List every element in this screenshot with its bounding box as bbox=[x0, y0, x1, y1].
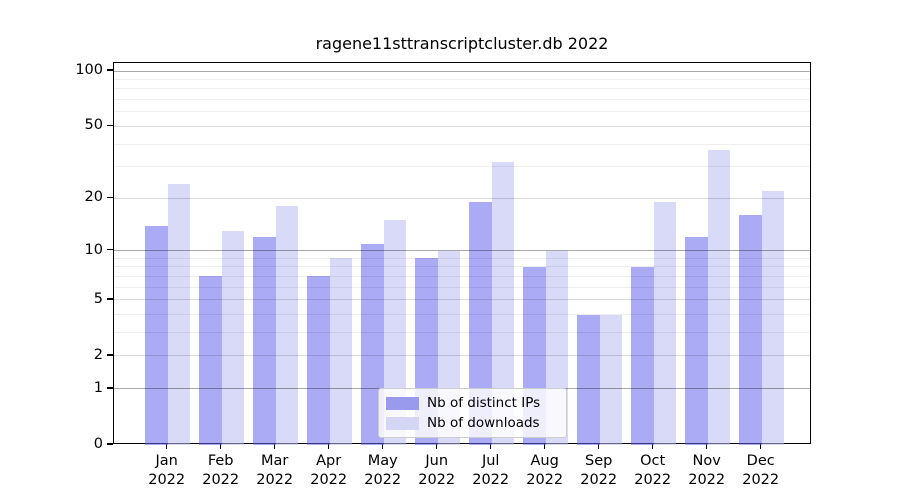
x-axis-label-nov: Nov 2022 bbox=[688, 453, 726, 488]
bar-ips-nov bbox=[685, 237, 708, 445]
bar-ips-apr bbox=[307, 276, 330, 445]
x-axis-label-oct: Oct 2022 bbox=[634, 453, 672, 488]
bar-downloads-sep bbox=[599, 314, 623, 445]
bar-ips-dec bbox=[739, 215, 762, 445]
gridline-major bbox=[114, 250, 810, 252]
x-axis-label-may: May 2022 bbox=[364, 453, 402, 488]
x-axis-tick bbox=[543, 444, 546, 449]
gridline-major bbox=[114, 197, 810, 199]
x-axis-label-jan: Jan 2022 bbox=[148, 453, 186, 488]
x-axis-label-feb: Feb 2022 bbox=[202, 453, 240, 488]
y-axis-tick bbox=[107, 298, 113, 300]
legend-label-distinct-ips: Nb of distinct IPs bbox=[427, 395, 541, 411]
x-axis-label-aug: Aug 2022 bbox=[526, 453, 564, 488]
x-axis-label-apr: Apr 2022 bbox=[310, 453, 348, 488]
x-axis-tick bbox=[597, 444, 600, 449]
x-axis-tick bbox=[489, 444, 492, 449]
gridline-minor bbox=[114, 314, 810, 316]
bar-ips-mar bbox=[253, 237, 276, 445]
gridline-minor bbox=[114, 286, 810, 288]
y-axis-tick-label: 100 bbox=[75, 62, 103, 78]
x-axis-label-mar: Mar 2022 bbox=[256, 453, 294, 488]
x-axis-label-jun: Jun 2022 bbox=[418, 453, 456, 488]
legend-swatch-distinct-ips bbox=[386, 396, 419, 410]
plot-area: Nb of distinct IPs Nb of downloads bbox=[113, 62, 811, 445]
bar-ips-jul bbox=[469, 202, 492, 445]
chart-title: ragene11sttranscriptcluster.db 2022 bbox=[315, 34, 609, 53]
y-axis-tick bbox=[107, 354, 113, 356]
y-axis-tick bbox=[107, 387, 113, 389]
x-axis-tick bbox=[165, 444, 168, 449]
bar-ips-oct bbox=[631, 266, 654, 445]
x-axis-label-dec: Dec 2022 bbox=[742, 453, 780, 488]
gridline-minor bbox=[114, 332, 810, 334]
bar-downloads-nov bbox=[707, 150, 731, 445]
x-axis-tick bbox=[219, 444, 222, 449]
gridline-minor bbox=[114, 257, 810, 259]
y-axis-tick-label: 20 bbox=[84, 189, 103, 206]
legend-label-downloads: Nb of downloads bbox=[427, 415, 540, 431]
y-axis-tick-label: 50 bbox=[84, 117, 103, 134]
x-axis-tick bbox=[327, 444, 330, 449]
gridline-minor bbox=[114, 143, 810, 145]
gridline-minor bbox=[114, 166, 810, 168]
bar-downloads-feb bbox=[221, 231, 245, 445]
x-axis-tick bbox=[273, 444, 276, 449]
gridline-major bbox=[114, 125, 810, 127]
gridline-major bbox=[114, 70, 810, 72]
y-axis-tick bbox=[107, 443, 113, 445]
x-axis-tick bbox=[705, 444, 708, 449]
y-axis-tick-label: 5 bbox=[93, 290, 103, 307]
gridline-major bbox=[114, 355, 810, 357]
gridline-minor bbox=[114, 78, 810, 80]
x-axis-tick bbox=[381, 444, 384, 449]
y-axis-tick bbox=[107, 124, 113, 127]
gridline-minor bbox=[114, 88, 810, 90]
gridline-major bbox=[114, 299, 810, 301]
gridline-minor bbox=[114, 266, 810, 268]
x-axis-tick bbox=[651, 444, 654, 449]
gridline-minor bbox=[114, 99, 810, 101]
legend-swatch-downloads bbox=[386, 416, 419, 430]
bar-downloads-jan bbox=[167, 184, 191, 445]
bar-ips-jan bbox=[145, 225, 168, 445]
legend-item-distinct-ips: Nb of distinct IPs bbox=[386, 393, 559, 413]
legend-item-downloads: Nb of downloads bbox=[386, 413, 559, 433]
y-axis-tick-label: 2 bbox=[93, 346, 103, 363]
bar-ips-sep bbox=[577, 314, 600, 445]
gridline-minor bbox=[114, 111, 810, 113]
bar-downloads-mar bbox=[275, 206, 299, 445]
y-axis-tick bbox=[107, 69, 113, 71]
x-axis-tick bbox=[435, 444, 438, 449]
x-axis-label-jul: Jul 2022 bbox=[472, 453, 510, 488]
y-axis-tick bbox=[107, 196, 113, 199]
bar-downloads-oct bbox=[653, 202, 677, 445]
bar-downloads-dec bbox=[761, 190, 785, 445]
legend: Nb of distinct IPs Nb of downloads bbox=[378, 388, 567, 438]
y-axis-tick-label: 1 bbox=[93, 379, 103, 396]
y-axis-tick bbox=[107, 248, 113, 251]
bar-downloads-jul bbox=[491, 161, 515, 445]
gridline-minor bbox=[114, 275, 810, 277]
x-axis-tick bbox=[759, 444, 762, 449]
bar-ips-feb bbox=[199, 276, 222, 445]
bar-downloads-apr bbox=[329, 258, 353, 445]
y-axis-tick-label: 10 bbox=[84, 241, 103, 258]
x-axis-label-sep: Sep 2022 bbox=[580, 453, 618, 488]
y-axis-tick-label: 0 bbox=[93, 436, 103, 452]
